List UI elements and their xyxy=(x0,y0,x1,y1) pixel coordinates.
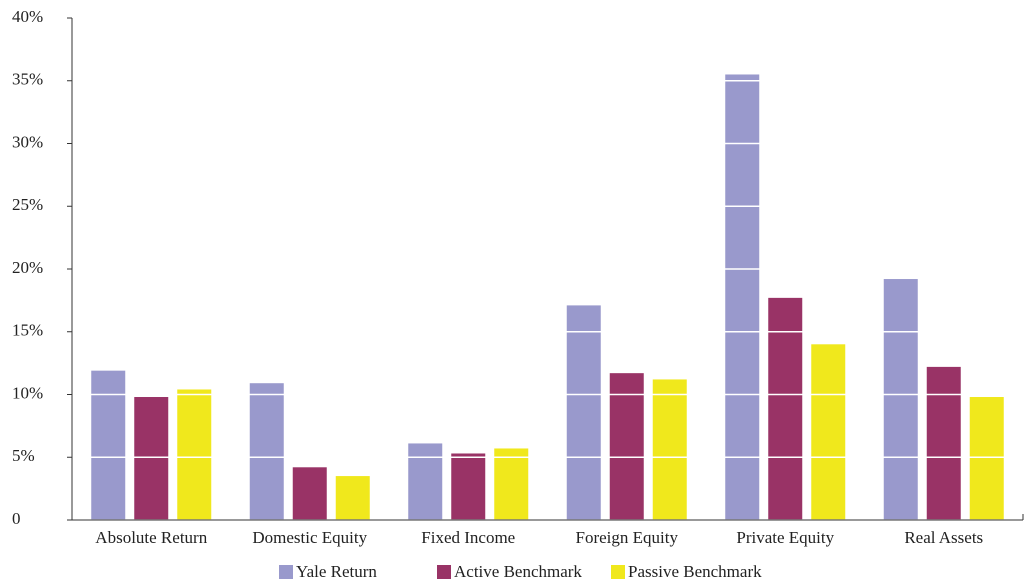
bar xyxy=(134,397,169,520)
bar xyxy=(408,443,443,520)
y-tick-label: 0 xyxy=(12,509,21,528)
bar xyxy=(292,467,327,520)
bar xyxy=(494,448,529,520)
bar xyxy=(652,379,687,520)
x-tick-label: Private Equity xyxy=(736,528,834,547)
legend-swatch xyxy=(279,565,293,579)
bar xyxy=(177,389,212,520)
bar xyxy=(91,370,126,520)
legend-label: Passive Benchmark xyxy=(628,562,762,581)
y-tick-label: 10% xyxy=(12,383,43,402)
y-tick-label: 40% xyxy=(12,7,43,26)
bar xyxy=(725,74,760,520)
y-tick-label: 30% xyxy=(12,132,43,151)
bar xyxy=(883,279,918,520)
bar xyxy=(811,344,846,520)
legend-label: Yale Return xyxy=(296,562,377,581)
y-tick-label: 25% xyxy=(12,195,43,214)
legend-label: Active Benchmark xyxy=(454,562,582,581)
x-tick-label: Absolute Return xyxy=(95,528,207,547)
bar xyxy=(768,297,803,520)
x-tick-label: Real Assets xyxy=(904,528,983,547)
x-tick-label: Fixed Income xyxy=(421,528,515,547)
bar xyxy=(609,373,644,520)
legend-swatch xyxy=(611,565,625,579)
bar xyxy=(926,366,961,520)
x-tick-label: Foreign Equity xyxy=(576,528,679,547)
legend-swatch xyxy=(437,565,451,579)
bar xyxy=(249,383,284,520)
bar xyxy=(566,305,601,520)
bar xyxy=(451,453,486,520)
x-tick-label: Domestic Equity xyxy=(252,528,367,547)
bar xyxy=(335,476,370,520)
y-tick-label: 15% xyxy=(12,321,43,340)
y-tick-label: 5% xyxy=(12,446,35,465)
y-tick-label: 35% xyxy=(12,70,43,89)
bar xyxy=(969,397,1004,520)
y-tick-label: 20% xyxy=(12,258,43,277)
